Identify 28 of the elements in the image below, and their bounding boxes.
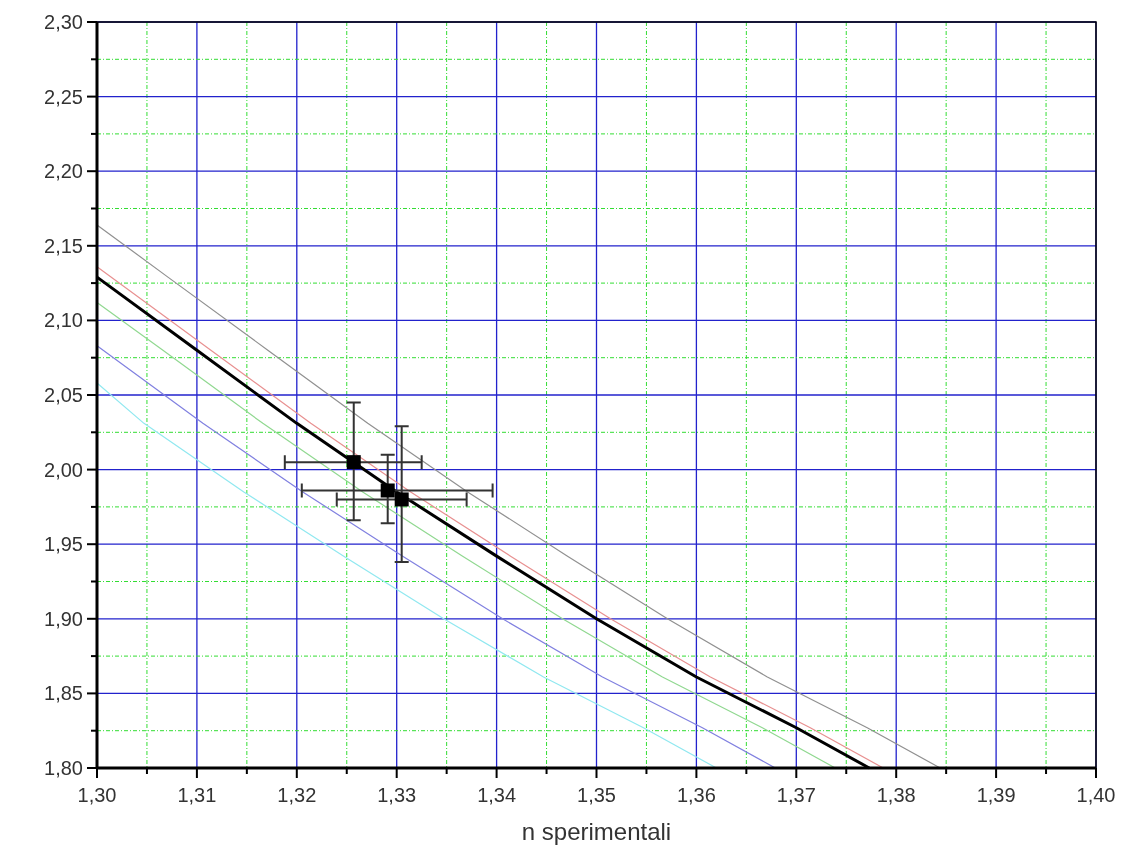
y-tick-label: 2,00 (44, 458, 83, 481)
point (380, 483, 395, 498)
y-tick-label: 2,05 (44, 384, 83, 406)
y-tick-label: 2,10 (44, 309, 83, 332)
point (346, 455, 361, 470)
y-tick-label: 1,90 (44, 607, 83, 630)
y-tick-label: 1,95 (44, 533, 83, 556)
line-series (96, 382, 717, 769)
x-tick-label: 1,40 (1076, 784, 1116, 806)
y-tick-label: 1,80 (44, 757, 83, 779)
x-tick-label: 1,39 (976, 784, 1016, 806)
x-tick-label: 1,34 (477, 784, 517, 806)
x-tick-label: 1,38 (876, 784, 916, 806)
y-tick-label: 2,15 (44, 234, 83, 257)
line-series (96, 345, 776, 769)
x-axis-title: n sperimentali (521, 818, 672, 845)
y-tick-label: 2,25 (44, 85, 83, 108)
x-tick-label: 1,37 (776, 784, 816, 806)
y-tick-label: 2,30 (44, 11, 83, 33)
x-tick-label: 1,33 (377, 784, 417, 806)
x-tick-label: 1,31 (177, 784, 217, 806)
x-tick-label: 1,32 (277, 784, 317, 806)
x-tick-label: 1,30 (77, 784, 117, 806)
y-tick-label: 1,85 (44, 682, 83, 705)
x-tick-label: 1,36 (676, 784, 716, 806)
x-tick-label: 1,35 (577, 784, 616, 806)
y-tick-label: 2,20 (44, 160, 83, 183)
point (394, 492, 409, 507)
